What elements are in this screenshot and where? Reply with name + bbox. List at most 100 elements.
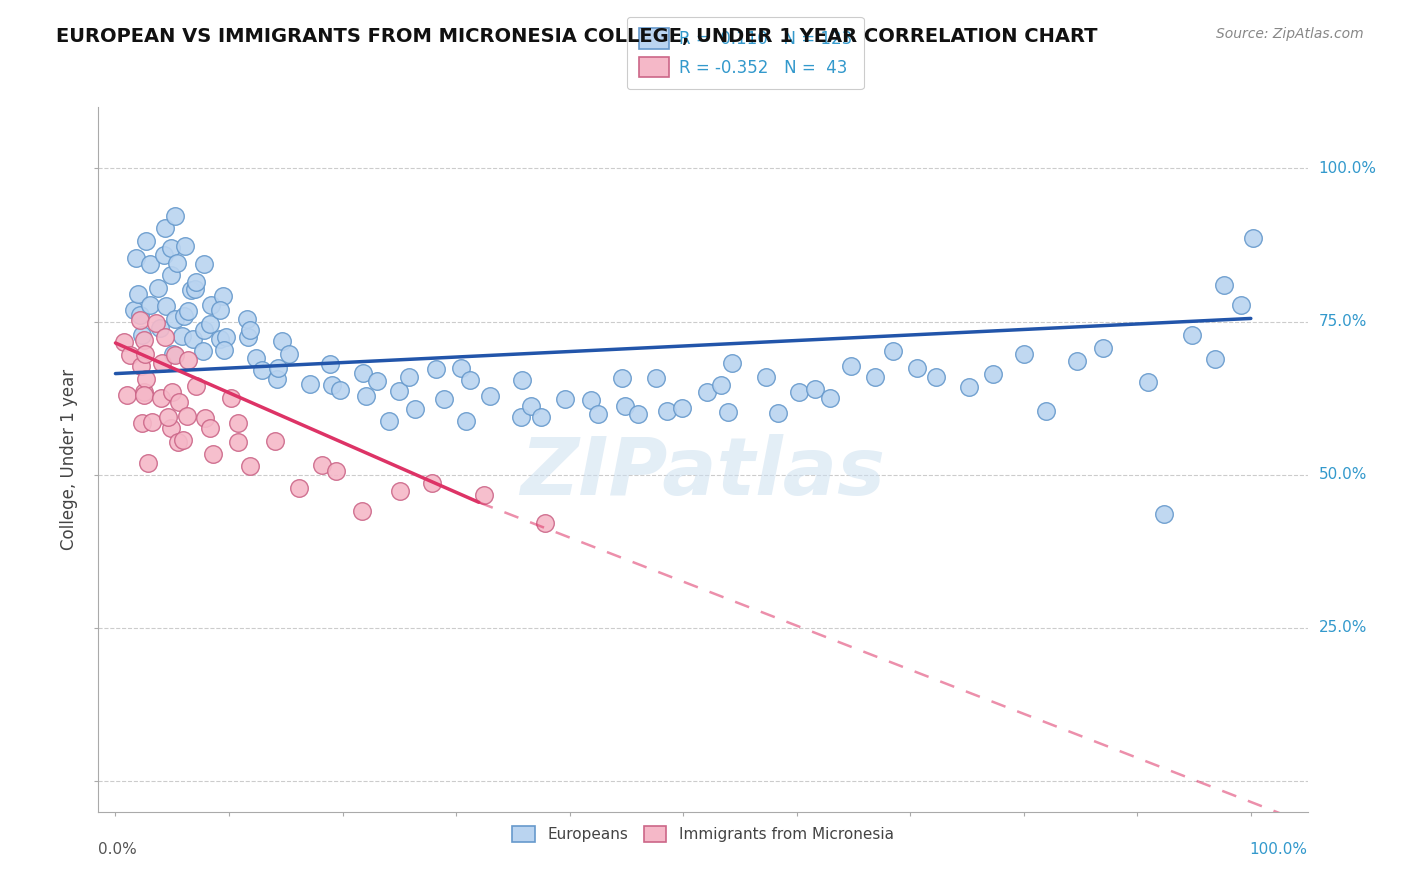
Point [319,357,342,371]
Point [1012,347,1035,361]
Point [163,312,186,326]
Point [925,370,948,384]
Point [378,414,401,428]
Point [176,409,198,423]
Text: 0.0%: 0.0% [98,842,138,857]
Point [554,392,576,406]
Point [1066,354,1088,368]
Point [211,289,233,303]
Point [512,373,534,387]
Point [236,311,259,326]
Point [150,391,173,405]
Point [717,404,740,418]
Point [125,251,148,265]
Point [193,323,215,337]
Point [173,309,195,323]
Point [160,241,183,255]
Point [366,374,388,388]
Point [152,248,174,262]
Point [129,313,152,327]
Point [200,421,222,435]
Point [226,417,249,431]
Point [138,456,160,470]
Point [134,384,156,399]
Point [201,447,224,461]
Point [166,434,188,449]
Point [981,368,1004,382]
Point [245,351,267,365]
Point [420,476,443,491]
Point [159,421,181,435]
Point [882,343,904,358]
Point [138,298,160,312]
Point [388,483,411,498]
Point [239,458,262,473]
Text: 25.0%: 25.0% [1319,621,1367,635]
Text: 100.0%: 100.0% [1319,161,1376,176]
Point [356,389,378,403]
Point [112,334,135,349]
Point [166,256,188,270]
Point [238,330,260,344]
Point [614,399,637,413]
Point [1091,341,1114,355]
Point [696,384,718,399]
Y-axis label: College, Under 1 year: College, Under 1 year [60,368,79,550]
Point [1153,507,1175,521]
Point [766,406,789,420]
Point [1035,403,1057,417]
Point [191,344,214,359]
Point [264,434,287,449]
Point [155,221,177,235]
Text: Source: ZipAtlas.com: Source: ZipAtlas.com [1216,27,1364,41]
Point [173,239,195,253]
Point [905,361,928,376]
Point [398,370,420,384]
Point [579,393,602,408]
Point [787,384,810,399]
Point [160,268,183,282]
Point [149,320,172,334]
Point [208,302,231,317]
Point [134,333,156,347]
Point [267,361,290,376]
Point [155,299,177,313]
Point [1204,352,1226,367]
Text: 100.0%: 100.0% [1250,842,1308,857]
Point [181,331,204,345]
Point [239,323,262,337]
Point [433,392,456,406]
Point [115,388,138,402]
Point [163,347,186,361]
Point [129,308,152,322]
Point [134,347,156,361]
Point [170,329,193,343]
Text: ZIPatlas: ZIPatlas [520,434,886,513]
Point [671,401,693,415]
Point [959,380,981,394]
Point [425,362,447,376]
Point [534,516,557,530]
Point [153,330,176,344]
Point [162,347,184,361]
Point [215,330,238,344]
Point [329,383,352,397]
Point [127,286,149,301]
Point [271,334,294,349]
Point [200,298,222,312]
Point [1213,278,1236,293]
Point [145,316,167,330]
Point [509,409,531,424]
Point [141,415,163,429]
Point [219,392,242,406]
Point [163,210,186,224]
Point [198,318,221,332]
Point [721,356,744,370]
Point [1136,375,1159,389]
Point [350,504,373,518]
Point [177,303,200,318]
Point [588,407,610,421]
Point [177,352,200,367]
Point [478,389,501,403]
Point [311,458,333,472]
